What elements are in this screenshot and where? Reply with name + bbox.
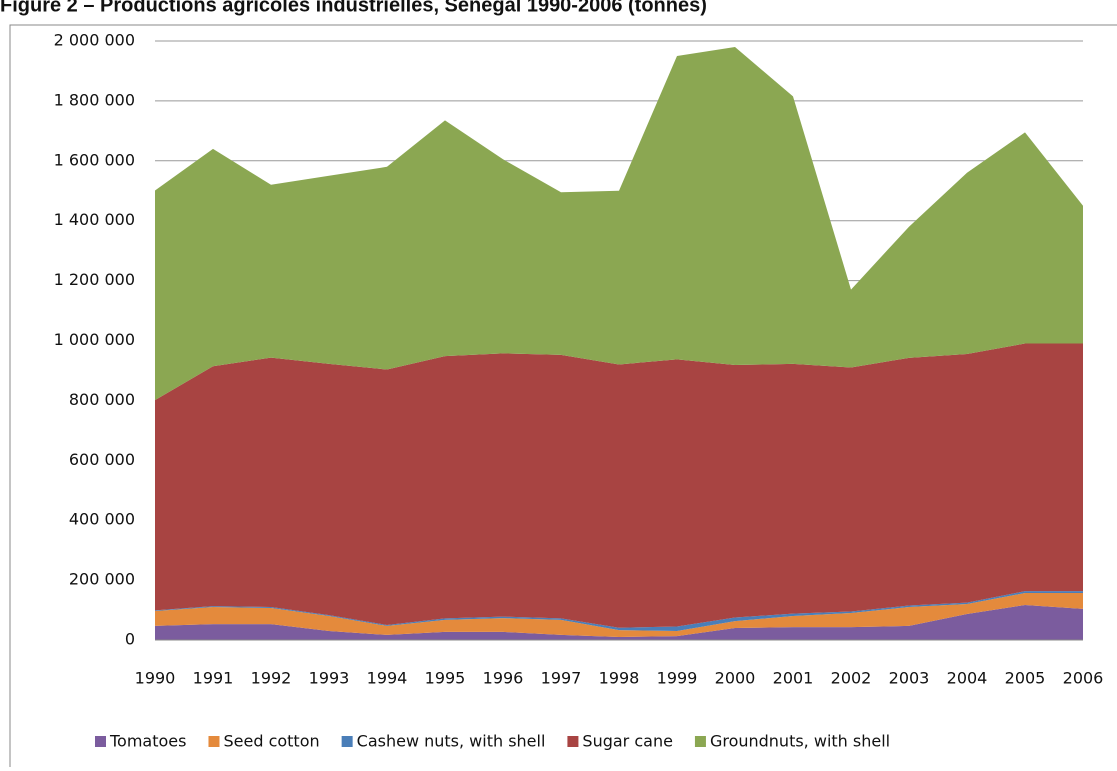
legend-swatch (694, 736, 706, 747)
y-tick-label: 200 000 (69, 570, 135, 589)
y-tick-label: 400 000 (69, 510, 135, 529)
y-tick-label: 600 000 (69, 450, 135, 469)
y-tick-label: 0 (125, 630, 135, 649)
x-tick-label: 1995 (425, 669, 466, 688)
legend-label: Sugar cane (582, 732, 673, 751)
x-tick-label: 1998 (599, 669, 640, 688)
y-tick-label: 1 400 000 (54, 210, 135, 229)
chart-frame (9, 24, 1117, 771)
y-tick-label: 1 200 000 (54, 270, 135, 289)
x-tick-label: 1990 (135, 669, 176, 688)
x-tick-label: 1992 (251, 669, 292, 688)
y-tick-label: 2 000 000 (54, 31, 135, 50)
x-tick-label: 1996 (483, 669, 524, 688)
y-tick-label: 1 800 000 (54, 90, 135, 109)
area (155, 604, 1083, 640)
legend-label: Tomatoes (109, 732, 186, 751)
area (155, 343, 1083, 628)
y-tick-label: 1 600 000 (54, 150, 135, 169)
x-tick-label: 1999 (657, 669, 698, 688)
x-tick-label: 2000 (715, 669, 756, 688)
x-tick-label: 2005 (1005, 669, 1046, 688)
x-tick-label: 1993 (309, 669, 350, 688)
y-tick-label: 800 000 (69, 390, 135, 409)
area (155, 46, 1083, 401)
x-tick-label: 2001 (773, 669, 814, 688)
area (155, 592, 1083, 638)
y-tick-label: 1 000 000 (54, 330, 135, 349)
x-tick-label: 2004 (947, 669, 988, 688)
x-tick-label: 2002 (831, 669, 872, 688)
legend-label: Groundnuts, with shell (710, 732, 890, 751)
legend-label: Cashew nuts, with shell (357, 732, 546, 751)
x-tick-label: 2003 (889, 669, 930, 688)
legend-swatch (341, 736, 353, 747)
x-tick-label: 2006 (1063, 669, 1104, 688)
legend-swatch (208, 736, 220, 747)
x-tick-label: 1991 (193, 669, 234, 688)
legend-label: Seed cotton (223, 732, 319, 751)
legend-swatch (567, 736, 579, 747)
x-tick-label: 1997 (541, 669, 582, 688)
x-tick-label: 1994 (367, 669, 408, 688)
chart-title: Figure 2 – Productions agricoles industr… (0, 0, 707, 16)
legend-swatch (95, 736, 106, 747)
